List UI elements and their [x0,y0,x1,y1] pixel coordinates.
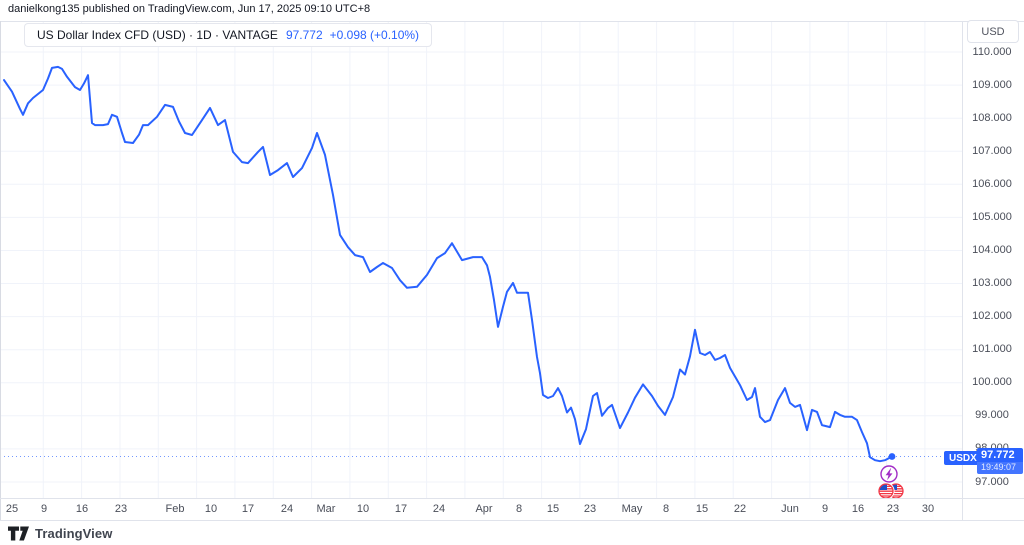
time-scale-label: 9 [40,503,48,515]
time-scale-label: 25 [5,503,19,515]
time-scale-label: Apr [475,503,493,515]
tradingview-logo-icon[interactable] [8,526,29,541]
price-scale-label: 104.000 [972,244,1012,256]
time-scale-label: Jun [781,503,799,515]
time-scale-label: 15 [695,503,709,515]
legend-price-group: 97.772 +0.098 (+0.10%) [286,28,419,42]
price-scale-label: 110.000 [972,45,1012,58]
attribution-header: danielkong135 published on TradingView.c… [8,3,371,15]
time-scale-label: 8 [515,503,523,515]
time-scale-label: 17 [394,503,408,515]
time-scale-label: 10 [356,503,370,515]
time-scale-label: Feb [165,503,185,515]
time-scale-label: 16 [851,503,865,515]
price-scale-label: 100.000 [972,376,1012,389]
series-end-dot [888,453,896,460]
tradingview-brand-text[interactable]: TradingView [35,526,113,541]
footer: TradingView [8,526,112,541]
price-scale-separator [962,21,963,520]
series-line [3,65,893,463]
time-scale-label: Mar [316,503,336,515]
price-scale-label: 108.000 [972,111,1012,124]
time-scale-label: 23 [886,503,900,515]
price-scale-label: 103.000 [972,277,1012,289]
time-scale-label: 24 [280,503,294,515]
time-scale-label: 24 [432,503,446,515]
badge-price: 97.772 [981,449,1015,462]
time-scale-label: 10 [204,503,218,515]
badge-countdown: 19:49:07 [977,462,1023,475]
lightning-icon[interactable] [880,465,898,483]
symbol-price-chip: USDX [944,451,982,466]
chart-left-border [0,21,1,520]
price-scale-label: 101.000 [972,343,1012,356]
currency-button[interactable]: USD [967,20,1019,43]
price-scale-label: 102.000 [972,310,1012,323]
time-scale-separator [0,498,1024,499]
time-scale-label: 22 [733,503,747,515]
time-scale-label: 23 [583,503,597,515]
price-scale-label: 106.000 [972,177,1012,190]
price-scale-label: 97.000 [975,475,1009,488]
price-scale-label: 105.000 [972,210,1012,223]
price-scale-label: 109.000 [972,78,1012,91]
legend-last-price: 97.772 [285,28,323,42]
chart-legend[interactable]: US Dollar Index CFD (USD) · 1D · VANTAGE… [24,23,433,47]
last-price-badge: 97.772 19:49:07 [977,448,1023,475]
time-scale-label: May [621,503,643,515]
us-flags-icon[interactable] [877,482,904,500]
footer-separator [0,520,1024,521]
symbol-title: US Dollar Index CFD (USD) · 1D · VANTAGE [37,28,278,42]
time-scale-label: 15 [546,503,560,515]
price-scale-label: 99.000 [975,409,1009,422]
price-scale-label: 107.000 [972,144,1012,157]
time-scale-label: 16 [75,503,89,515]
time-scale-label: 23 [114,503,128,515]
time-scale-label: 30 [921,503,935,515]
chart-top-border [0,21,1024,22]
time-scale-label: 17 [241,503,255,515]
legend-change: +0.098 (+0.10%) [329,28,420,42]
time-scale-label: 8 [662,503,670,515]
time-scale-label: 9 [821,503,829,515]
